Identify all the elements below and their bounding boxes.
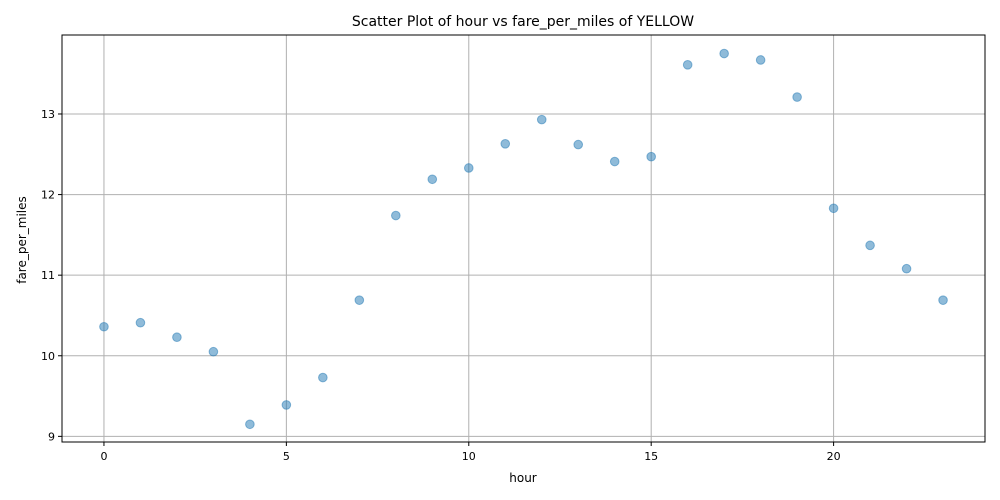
y-tick-label: 12 bbox=[41, 189, 55, 202]
data-point bbox=[354, 295, 365, 305]
data-point bbox=[245, 419, 255, 430]
x-tick-label: 0 bbox=[100, 450, 107, 463]
data-point bbox=[646, 151, 656, 162]
x-tick-label: 10 bbox=[462, 450, 476, 463]
data-point bbox=[281, 400, 292, 410]
data-point bbox=[172, 332, 182, 343]
data-point bbox=[536, 114, 547, 125]
x-tick-label: 5 bbox=[283, 450, 290, 463]
data-points bbox=[99, 48, 948, 430]
data-point bbox=[99, 321, 109, 332]
x-tick-label: 20 bbox=[827, 450, 841, 463]
data-point bbox=[135, 317, 146, 328]
data-point bbox=[901, 263, 912, 274]
y-tick-label: 13 bbox=[41, 108, 55, 121]
chart-title: Scatter Plot of hour vs fare_per_miles o… bbox=[352, 14, 694, 30]
data-point bbox=[792, 92, 802, 102]
data-point bbox=[938, 295, 948, 305]
y-axis-title: fare_per_miles bbox=[15, 196, 29, 284]
y-tick-label: 11 bbox=[41, 269, 55, 282]
x-tick-label: 15 bbox=[644, 450, 658, 463]
data-point bbox=[828, 203, 839, 214]
grid-lines bbox=[62, 35, 985, 442]
data-point bbox=[609, 156, 620, 167]
data-point bbox=[682, 60, 693, 70]
data-point bbox=[463, 163, 474, 173]
data-point bbox=[500, 139, 511, 149]
axis-ticks: 0 5 10 15 20 9 10 11 12 13 bbox=[41, 108, 841, 463]
y-tick-label: 10 bbox=[41, 350, 55, 363]
data-point bbox=[318, 372, 328, 383]
data-point bbox=[427, 174, 438, 185]
data-point bbox=[208, 346, 219, 357]
x-axis-title: hour bbox=[509, 471, 537, 485]
data-point bbox=[573, 139, 584, 150]
data-point bbox=[865, 240, 875, 251]
data-point bbox=[391, 210, 401, 221]
y-tick-label: 9 bbox=[48, 430, 55, 443]
data-point bbox=[719, 48, 729, 59]
plot-area-frame bbox=[61, 34, 986, 443]
data-point bbox=[755, 55, 766, 65]
